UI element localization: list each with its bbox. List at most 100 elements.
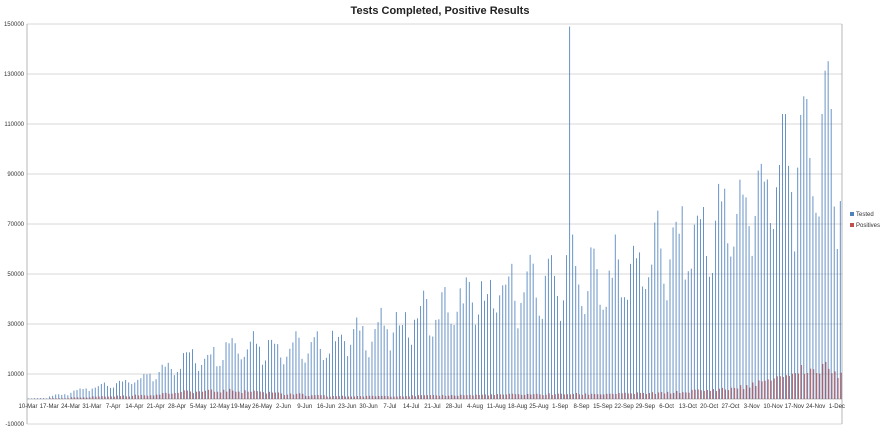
bar-positives: [448, 395, 450, 399]
bar-positives: [144, 395, 146, 399]
bar-positives: [822, 363, 824, 399]
bar-tested: [648, 277, 650, 399]
bar-tested: [30, 398, 32, 399]
bar-tested: [161, 364, 163, 399]
bar-tested: [776, 187, 777, 399]
bar-tested: [94, 387, 96, 399]
bar-positives: [135, 394, 137, 399]
bar-tested: [52, 395, 54, 399]
bar-positives: [603, 394, 605, 399]
bar-positives: [831, 373, 833, 399]
bar-positives: [424, 395, 425, 399]
bar-tested: [547, 258, 549, 399]
bar-positives: [679, 392, 681, 399]
bar-positives: [390, 396, 392, 399]
bar-positives: [74, 397, 76, 399]
bar-tested: [76, 389, 78, 399]
bar-tested: [660, 248, 662, 399]
bar-tested: [630, 263, 631, 399]
bar-tested: [110, 387, 111, 399]
bar-positives: [269, 391, 270, 399]
bar-tested: [125, 379, 127, 399]
bar-positives: [703, 390, 705, 399]
bar-positives: [165, 392, 167, 399]
x-tick-label: 23-Jun: [338, 404, 356, 410]
bar-positives: [743, 389, 745, 399]
bar-positives: [338, 396, 340, 399]
bar-positives: [491, 394, 492, 399]
bar-tested: [216, 366, 218, 399]
bar-tested: [304, 362, 306, 399]
bar-positives: [272, 392, 273, 399]
y-tick-label: 10000: [7, 372, 24, 378]
bar-tested: [243, 356, 245, 399]
x-tick-label: 12-May: [210, 404, 230, 410]
bar-tested: [535, 297, 537, 399]
bar-positives: [734, 387, 736, 399]
bar-tested: [779, 164, 780, 399]
bar-tested: [164, 366, 166, 399]
y-tick-label: 30000: [7, 322, 24, 328]
bar-positives: [153, 395, 155, 399]
bar-tested: [289, 348, 291, 399]
x-tick-label: 28-Apr: [168, 404, 186, 410]
bar-positives: [65, 398, 67, 399]
bar-tested: [392, 332, 394, 399]
bar-tested: [718, 183, 720, 399]
bar-positives: [110, 396, 112, 399]
bar-tested: [170, 369, 172, 399]
bar-positives: [472, 395, 474, 399]
x-tick-label: 17-Mar: [40, 404, 59, 410]
bar-tested: [626, 299, 628, 399]
bar-tested: [797, 167, 799, 399]
bar-positives: [478, 394, 480, 399]
x-tick-label: 16-Jun: [317, 404, 335, 410]
bar-tested: [417, 318, 419, 399]
bar-tested: [499, 295, 501, 399]
bar-positives: [737, 388, 739, 399]
bar-tested: [67, 395, 69, 399]
bar-tested: [146, 374, 148, 399]
bar-positives: [223, 389, 225, 399]
y-tick-label: 70000: [7, 222, 24, 228]
x-tick-label: 17-Nov: [785, 404, 804, 410]
bar-tested: [590, 247, 592, 399]
bar-positives: [150, 395, 152, 399]
bar-positives: [457, 395, 459, 399]
bar-positives: [533, 394, 535, 399]
y-axis: -10000 10000 30000 50000 70000 90000 110000 130…: [4, 22, 25, 428]
bar-positives: [162, 393, 164, 399]
bar-positives: [141, 394, 143, 399]
bar-tested: [633, 245, 634, 399]
bar-tested: [316, 331, 318, 399]
bar-tested: [833, 206, 835, 399]
bar-positives: [436, 395, 438, 399]
bar-positives: [299, 393, 301, 399]
bar-tested: [255, 343, 257, 399]
bar-positives: [71, 397, 73, 399]
bar-positives: [789, 375, 790, 399]
bar-positives: [238, 391, 240, 399]
bar-positives: [171, 393, 173, 399]
bar-tested: [85, 388, 87, 399]
bar-positives: [86, 397, 88, 399]
bar-positives: [700, 390, 702, 399]
bar-positives: [408, 396, 410, 399]
bar-tested: [830, 109, 832, 399]
bar-positives: [290, 393, 292, 399]
bar-tested: [131, 384, 133, 399]
bar-positives: [779, 376, 781, 399]
bar-tested: [785, 114, 786, 400]
bar-positives: [615, 393, 617, 399]
bar-positives: [317, 395, 319, 399]
bar-positives: [676, 390, 678, 399]
bar-tested: [283, 364, 285, 399]
y-tick-label: 150000: [4, 22, 25, 28]
bar-tested: [517, 328, 519, 399]
bar-positives: [670, 393, 672, 399]
bar-positives: [606, 393, 608, 399]
bar-tested: [569, 26, 571, 399]
legend-label: Positives: [856, 223, 880, 229]
bar-tested: [639, 252, 641, 399]
bar-tested: [398, 325, 400, 399]
